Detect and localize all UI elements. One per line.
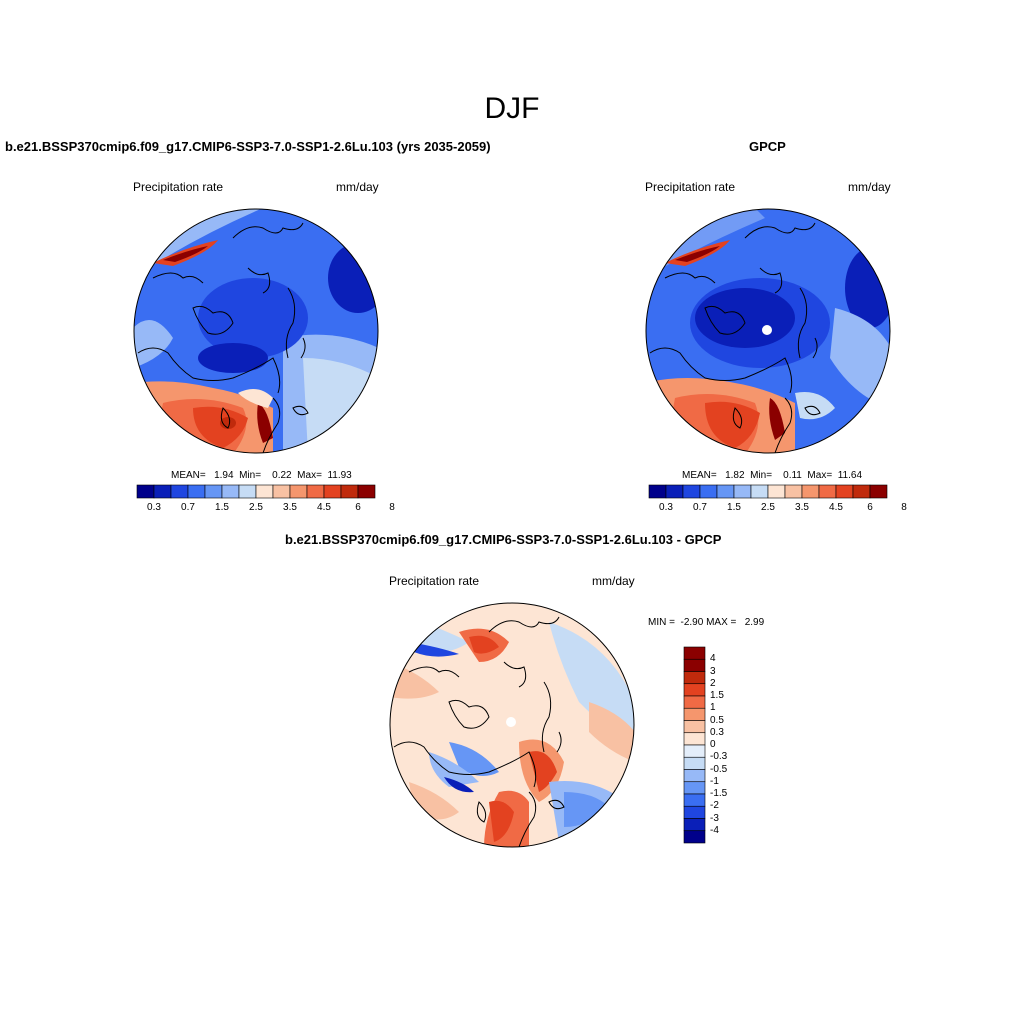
colorbar-tick-label: 3.5 <box>283 502 297 513</box>
colorbar-swatch <box>682 484 701 499</box>
colorbar-swatch <box>683 781 706 795</box>
colorbar-swatch <box>801 484 820 499</box>
colorbar-swatch <box>852 484 871 499</box>
colorbar-swatch <box>665 484 684 499</box>
colorbar-swatch <box>289 484 308 499</box>
colorbar-tick-label: 8 <box>901 502 907 513</box>
colorbar-tick-label: 1 <box>710 702 716 714</box>
colorbar-swatch <box>784 484 803 499</box>
colorbar-tick-label: 1.5 <box>215 502 229 513</box>
obs-colorbar <box>648 484 888 499</box>
colorbar-tick-label: 6 <box>355 502 361 513</box>
colorbar-tick-label: 4.5 <box>829 502 843 513</box>
colorbar-swatch <box>683 671 706 685</box>
colorbar-tick-label: 6 <box>867 502 873 513</box>
colorbar-tick-label: -0.3 <box>710 751 728 763</box>
colorbar-tick-label: 4 <box>710 653 716 665</box>
colorbar-swatch <box>683 707 706 721</box>
colorbar-swatch <box>683 830 706 844</box>
colorbar-swatch <box>683 646 706 660</box>
colorbar-swatch <box>648 484 667 499</box>
colorbar-swatch <box>683 756 706 770</box>
colorbar-swatch <box>323 484 342 499</box>
colorbar-swatch <box>683 695 706 709</box>
colorbar-tick-label: 3 <box>710 665 716 677</box>
colorbar-swatch <box>221 484 240 499</box>
colorbar-tick-label: -4 <box>710 824 719 836</box>
colorbar-swatch <box>187 484 206 499</box>
colorbar-swatch <box>153 484 172 499</box>
model-stats: MEAN= 1.94 Min= 0.22 Max= 11.93 <box>171 470 352 481</box>
colorbar-tick-label: 3.5 <box>795 502 809 513</box>
model-colorbar <box>136 484 376 499</box>
obs-panel-title: GPCP <box>749 139 786 154</box>
diff-panel-title: b.e21.BSSP370cmip6.f09_g17.CMIP6-SSP3-7.… <box>285 532 722 547</box>
colorbar-tick-label: 0.5 <box>710 714 724 726</box>
colorbar-swatch <box>767 484 786 499</box>
colorbar-swatch <box>306 484 325 499</box>
colorbar-tick-label: 8 <box>389 502 395 513</box>
colorbar-swatch <box>683 818 706 832</box>
colorbar-tick-label: -1.5 <box>710 788 728 799</box>
colorbar-swatch <box>170 484 189 499</box>
colorbar-swatch <box>272 484 291 499</box>
colorbar-swatch <box>357 484 376 499</box>
diff-polar-map <box>389 602 635 848</box>
colorbar-swatch <box>136 484 155 499</box>
model-panel-title: b.e21.BSSP370cmip6.f09_g17.CMIP6-SSP3-7.… <box>5 139 491 154</box>
colorbar-tick-label: -1 <box>710 775 719 787</box>
colorbar-tick-label: 1.5 <box>727 502 741 513</box>
colorbar-tick-label: 0.3 <box>659 502 673 513</box>
colorbar-swatch <box>716 484 735 499</box>
colorbar-tick-label: 0.3 <box>147 502 161 513</box>
colorbar-tick-label: 4.5 <box>317 502 331 513</box>
colorbar-swatch <box>683 683 706 697</box>
model-polar-map <box>133 208 379 454</box>
colorbar-tick-label: -3 <box>710 812 719 824</box>
colorbar-tick-label: 0.3 <box>710 726 724 738</box>
colorbar-swatch <box>683 732 706 746</box>
colorbar-swatch <box>238 484 257 499</box>
model-units-label: mm/day <box>336 180 379 194</box>
obs-variable-label: Precipitation rate <box>645 180 736 194</box>
colorbar-swatch <box>683 658 706 672</box>
colorbar-swatch <box>683 720 706 734</box>
colorbar-swatch <box>683 744 706 758</box>
obs-polar-map <box>645 208 891 454</box>
obs-units-label: mm/day <box>848 180 891 194</box>
colorbar-swatch <box>733 484 752 499</box>
colorbar-swatch <box>683 769 706 783</box>
colorbar-tick-label: 0.7 <box>181 502 195 513</box>
diff-units-label: mm/day <box>592 574 635 588</box>
colorbar-swatch <box>818 484 837 499</box>
colorbar-swatch <box>835 484 854 499</box>
colorbar-tick-label: -0.5 <box>710 763 728 775</box>
colorbar-tick-label: 1.5 <box>710 690 724 701</box>
figure-title: DJF <box>484 92 540 125</box>
colorbar-swatch <box>255 484 274 499</box>
colorbar-swatch <box>683 805 706 819</box>
obs-stats: MEAN= 1.82 Min= 0.11 Max= 11.64 <box>682 470 862 481</box>
colorbar-tick-label: 0 <box>710 739 716 750</box>
colorbar-tick-label: 2.5 <box>761 502 775 513</box>
diff-min-max: MIN = -2.90 MAX = 2.99 <box>648 617 765 628</box>
colorbar-tick-label: 2.5 <box>249 502 263 513</box>
colorbar-swatch <box>869 484 888 499</box>
colorbar-swatch <box>683 793 706 807</box>
diff-variable-label: Precipitation rate <box>389 574 480 588</box>
colorbar-tick-label: 0.7 <box>693 502 707 513</box>
colorbar-tick-label: -2 <box>710 800 719 812</box>
colorbar-swatch <box>204 484 223 499</box>
colorbar-swatch <box>340 484 359 499</box>
colorbar-swatch <box>750 484 769 499</box>
model-variable-label: Precipitation rate <box>133 180 224 194</box>
colorbar-swatch <box>699 484 718 499</box>
colorbar-tick-label: 2 <box>710 677 716 689</box>
diff-colorbar <box>683 646 706 844</box>
